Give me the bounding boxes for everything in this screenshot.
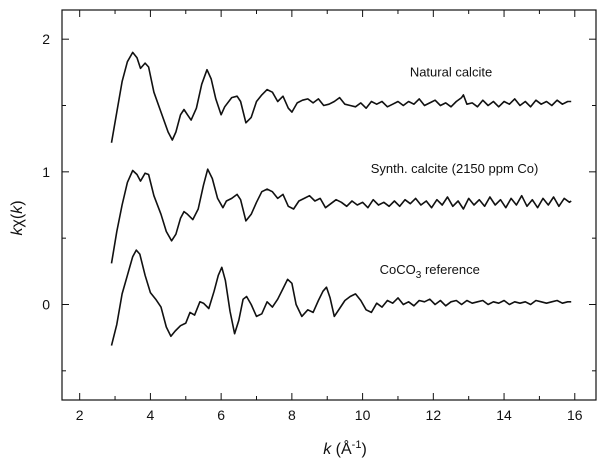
x-tick-label: 16 [567,407,583,423]
coco3-reference-line [110,249,572,346]
label-synthetic-calcite: Synth. calcite (2150 ppm Co) [371,161,539,176]
y-tick-label: 0 [42,296,50,312]
label-coco3-reference: CoCO3 reference [380,262,480,281]
plot-frame [61,9,597,401]
y-tick-label: 2 [42,31,50,47]
x-tick-label: 12 [426,407,442,423]
x-tick-label: 14 [496,407,512,423]
x-tick-label: 4 [147,407,155,423]
x-axis-title: k (Å-1) [323,439,367,458]
x-tick-label: 6 [217,407,225,423]
series-layer [110,51,572,346]
x-tick-label: 2 [76,407,84,423]
x-tick-label: 8 [288,407,296,423]
x-tick-label: 10 [355,407,371,423]
label-natural-calcite: Natural calcite [410,64,492,79]
annotation-layer: Natural calcite Synth. calcite (2150 ppm … [371,64,539,281]
synthetic-calcite-line [110,168,572,264]
y-tick-label: 1 [42,164,50,180]
y-axis-title: kχ(k) [9,200,26,235]
natural-calcite-line [110,51,572,143]
